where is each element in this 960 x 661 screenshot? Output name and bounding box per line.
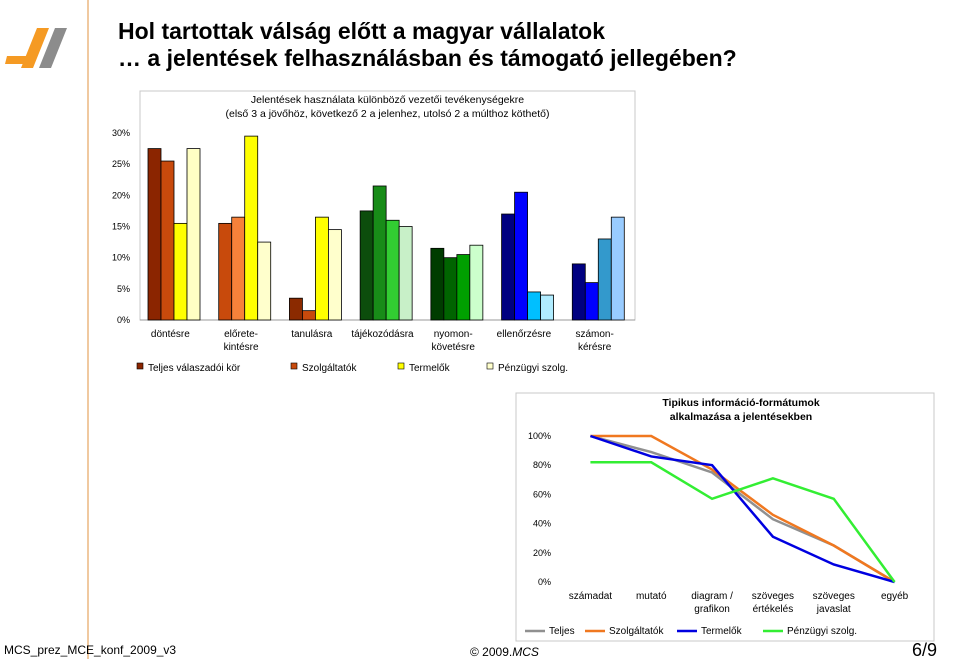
bar	[372, 185, 387, 321]
copyright-brand: MCS	[512, 645, 539, 659]
bar	[186, 148, 201, 321]
y-tick-label: 0%	[117, 315, 130, 325]
series-line	[590, 434, 896, 584]
legend-swatch	[486, 362, 494, 370]
bar	[289, 297, 303, 321]
line-chart: Tipikus információ-formátumok alkalmazása…	[515, 392, 935, 642]
legend-label: Pénzügyi szolg.	[787, 626, 857, 637]
footer-copyright: © 2009.MCS	[470, 645, 539, 659]
x-tick-label: szöveges javaslat	[813, 591, 855, 615]
x-tick-label: nyomon-követésre	[432, 329, 476, 353]
bar	[147, 148, 162, 321]
y-tick-label: 15%	[112, 222, 130, 232]
y-tick-label: 5%	[117, 284, 130, 294]
bar	[430, 247, 445, 321]
y-tick-label: 0%	[538, 577, 551, 587]
legend-label: Szolgáltatók	[302, 363, 357, 374]
bar	[610, 216, 625, 321]
y-tick-label: 20%	[112, 190, 130, 200]
bar	[302, 310, 316, 321]
logo-icon	[5, 28, 67, 68]
bar-chart-title: Jelentések használata különböző vezetői …	[251, 94, 524, 106]
legend-label: Teljes válaszadói kör	[148, 363, 241, 374]
bar	[456, 254, 471, 321]
bar	[398, 226, 413, 321]
copyright-text: © 2009.	[470, 645, 513, 659]
legend-label: Szolgáltatók	[609, 626, 664, 637]
bar	[514, 191, 528, 321]
x-tick-label: döntésre	[151, 329, 190, 340]
legend-swatch	[397, 362, 405, 370]
y-tick-label: 30%	[112, 128, 130, 138]
x-tick-label: tanulásra	[291, 329, 333, 340]
title-line-1: Hol tartottak válság előtt a magyar váll…	[118, 18, 606, 44]
line-chart-title-line2: alkalmazása a jelentésekben	[670, 411, 812, 423]
chart-frame	[515, 392, 935, 642]
y-tick-label: 25%	[112, 159, 130, 169]
bar	[469, 244, 484, 321]
bar	[160, 160, 175, 321]
bar	[359, 210, 374, 321]
bar	[571, 263, 586, 321]
x-tick-label: szöveges értékelés	[752, 591, 794, 615]
bar	[257, 241, 272, 321]
legend-label: Teljes	[549, 626, 575, 637]
bar	[527, 291, 541, 321]
bar	[540, 294, 554, 321]
footer-filename: MCS_prez_MCE_konf_2009_v3	[4, 643, 177, 657]
bar	[315, 216, 329, 321]
y-tick-label: 80%	[533, 460, 551, 470]
x-tick-label: tájékozódásra	[351, 329, 414, 340]
x-tick-label: előrete-kintésre	[224, 329, 259, 353]
title-line-2: … a jelentések felhasználásban és támoga…	[118, 45, 737, 71]
x-tick-label: számon-kérésre	[575, 329, 613, 353]
x-tick-label: egyéb	[881, 591, 909, 602]
x-tick-label: diagram / grafikon	[691, 591, 733, 615]
legend-label: Termelők	[409, 363, 451, 374]
bar	[584, 282, 599, 321]
page-number: 6/9	[912, 640, 938, 660]
bar	[328, 229, 342, 321]
bar	[597, 238, 612, 321]
x-tick-label: ellenőrzésre	[497, 329, 552, 340]
y-tick-label: 40%	[533, 519, 551, 529]
bar	[443, 257, 458, 321]
series-line	[590, 461, 896, 583]
y-tick-label: 60%	[533, 489, 551, 499]
bar	[173, 222, 188, 321]
accent-divider	[87, 0, 89, 659]
y-tick-label: 10%	[112, 253, 130, 263]
bar	[501, 213, 515, 321]
bar	[218, 222, 233, 321]
legend-label: Termelők	[701, 626, 743, 637]
y-tick-label: 20%	[533, 548, 551, 558]
legend-label: Pénzügyi szolg.	[498, 363, 568, 374]
line-chart-title-line1: Tipikus információ-formátumok	[662, 397, 819, 409]
bar	[385, 219, 400, 321]
bar-chart-subtitle: (első 3 a jövőhöz, következő 2 a jelenhe…	[226, 108, 550, 120]
x-tick-label: mutató	[636, 591, 667, 602]
series-line	[590, 434, 895, 584]
y-tick-label: 100%	[528, 431, 551, 441]
x-tick-label: számadat	[569, 591, 613, 602]
bar-chart: Jelentések használata különböző vezetői …	[112, 90, 636, 374]
bar	[231, 216, 246, 321]
bar	[244, 135, 259, 321]
legend-swatch	[136, 362, 144, 370]
page-title: Hol tartottak válság előtt a magyar váll…	[118, 18, 737, 72]
legend-swatch	[290, 362, 298, 370]
